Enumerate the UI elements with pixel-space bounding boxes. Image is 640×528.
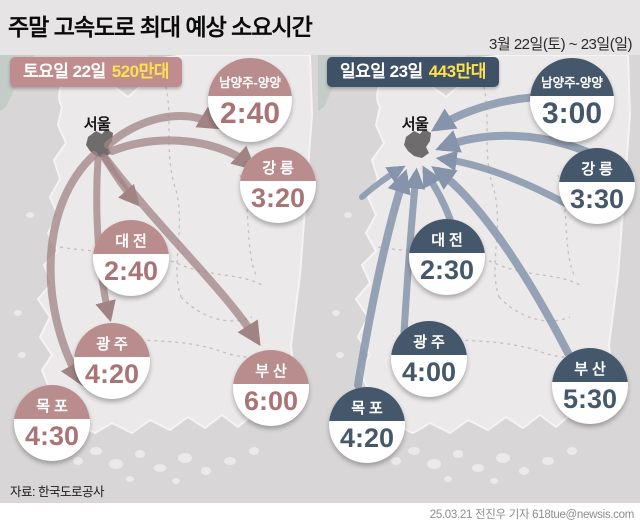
badge-sun-busan: 부산 5:30 bbox=[552, 348, 628, 424]
saturday-day-label: 토요일 22일 bbox=[23, 62, 106, 81]
badge-sun-mokpo: 목포 4:20 bbox=[329, 387, 405, 463]
travel-time: 2:30 bbox=[419, 254, 475, 285]
travel-time: 3:00 bbox=[541, 97, 603, 131]
travel-time: 2:40 bbox=[219, 97, 281, 131]
travel-time: 6:00 bbox=[243, 385, 299, 416]
data-source: 자료: 한국도로공사 bbox=[10, 485, 104, 499]
badge-sat-gwangju: 광주 4:20 bbox=[74, 323, 150, 399]
reporter-credit: 25.03.21 전진우 기자 618tue@newsis.com bbox=[429, 509, 635, 521]
badge-sun-daejeon: 대전 2:30 bbox=[409, 219, 485, 295]
page-title: 주말 고속도로 최대 예상 소요시간 bbox=[8, 14, 313, 40]
seoul-label-sunday: 서울 bbox=[401, 116, 429, 133]
travel-time: 3:30 bbox=[569, 183, 625, 214]
sunday-header-badge: 일요일 23일 443만대 bbox=[327, 57, 499, 87]
credit-strip: 25.03.21 전진우 기자 618tue@newsis.com bbox=[0, 503, 640, 528]
travel-time: 3:20 bbox=[250, 182, 306, 213]
badge-sun-gwangju: 광주 4:00 bbox=[391, 321, 467, 397]
city-name: 남양주-양양 bbox=[208, 58, 292, 96]
travel-time: 5:30 bbox=[562, 383, 618, 414]
badge-sat-gangneung: 강릉 3:20 bbox=[240, 147, 316, 223]
saturday-outbound-arrows bbox=[46, 106, 261, 387]
sunday-day-label: 일요일 23일 bbox=[340, 62, 423, 81]
badge-sun-gangneung: 강릉 3:30 bbox=[559, 148, 635, 224]
travel-time: 4:30 bbox=[24, 420, 80, 451]
saturday-traffic-volume: 520만대 bbox=[111, 62, 170, 81]
korea-map-graphic bbox=[0, 55, 631, 485]
badge-sat-busan: 부산 6:00 bbox=[233, 350, 309, 426]
badge-sun-namyangju-yangyang: 남양주-양양 3:00 bbox=[530, 58, 614, 142]
badge-sat-daejeon: 대전 2:40 bbox=[93, 220, 169, 296]
travel-time: 4:20 bbox=[84, 358, 140, 389]
badge-sat-namyangju-yangyang: 남양주-양양 2:40 bbox=[208, 58, 292, 142]
travel-time: 4:20 bbox=[339, 422, 395, 453]
travel-time: 4:00 bbox=[401, 356, 457, 387]
date-range: 3월 22일(토) ~ 23일(일) bbox=[489, 36, 632, 53]
travel-time: 2:40 bbox=[103, 255, 159, 286]
sunday-inbound-arrows bbox=[354, 92, 594, 389]
badge-sat-mokpo: 목포 4:30 bbox=[14, 385, 90, 461]
sunday-traffic-volume: 443만대 bbox=[428, 62, 487, 81]
seoul-label-saturday: 서울 bbox=[83, 116, 111, 133]
saturday-header-badge: 토요일 22일 520만대 bbox=[10, 57, 182, 87]
